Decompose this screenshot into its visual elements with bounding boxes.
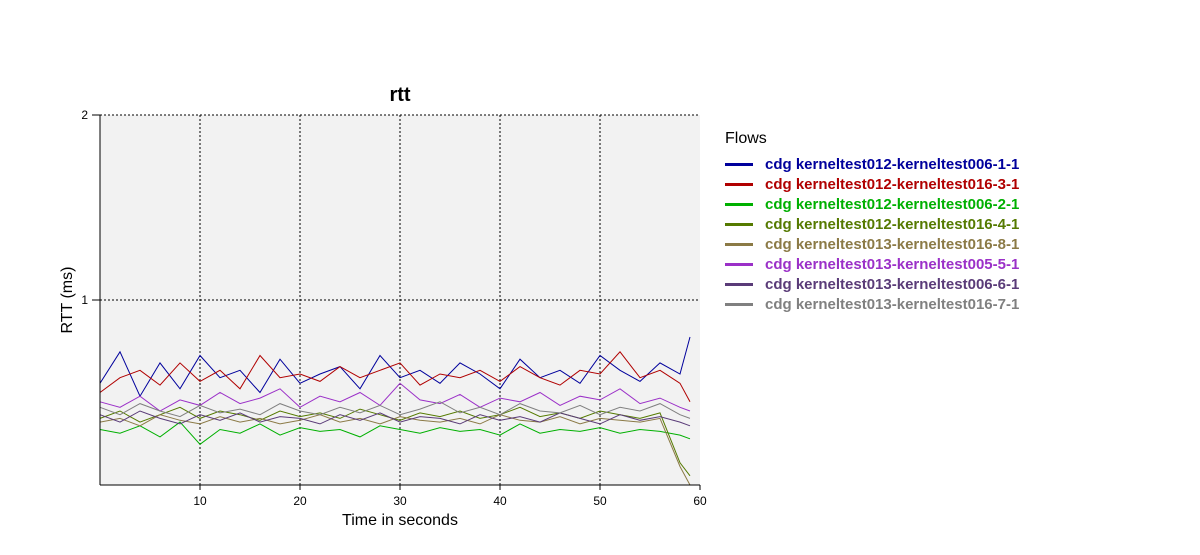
- series-line-3: [99, 421, 691, 445]
- series-line-1: [99, 336, 691, 398]
- legend-swatch: [725, 242, 753, 246]
- legend-items: cdg kerneltest012-kerneltest006-1-1 cdg k…: [725, 154, 1019, 314]
- legend-item: cdg kerneltest013-kerneltest006-6-1: [725, 274, 1019, 294]
- legend-swatch: [725, 222, 753, 226]
- x-tick-label: 40: [493, 494, 507, 508]
- series-line-4: [99, 406, 691, 477]
- legend-swatch: [725, 202, 753, 206]
- legend-swatch: [725, 282, 753, 286]
- legend-swatch: [725, 302, 753, 306]
- legend-swatch: [725, 162, 753, 166]
- series-line-2: [99, 351, 691, 403]
- chart-title: rtt: [389, 84, 410, 106]
- legend-swatch: [725, 262, 753, 266]
- legend-label: cdg kerneltest013-kerneltest006-6-1: [765, 275, 1020, 293]
- legend-label: cdg kerneltest013-kerneltest016-8-1: [765, 235, 1020, 253]
- legend-label: cdg kerneltest012-kerneltest016-3-1: [765, 175, 1020, 193]
- series-lines: [99, 336, 691, 486]
- x-tick-label: 10: [193, 494, 207, 508]
- y-tick-label: 2: [81, 108, 88, 122]
- legend-item: cdg kerneltest013-kerneltest016-7-1: [725, 294, 1019, 314]
- x-axis-label: Time in seconds: [342, 512, 458, 529]
- legend-label: cdg kerneltest012-kerneltest006-1-1: [765, 155, 1020, 173]
- legend-label: cdg kerneltest012-kerneltest016-4-1: [765, 215, 1020, 233]
- legend: Flows cdg kerneltest012-kerneltest006-1-…: [725, 130, 1019, 314]
- legend-item: cdg kerneltest012-kerneltest006-2-1: [725, 194, 1019, 214]
- legend-item: cdg kerneltest013-kerneltest016-8-1: [725, 234, 1019, 254]
- legend-label: cdg kerneltest013-kerneltest005-5-1: [765, 255, 1020, 273]
- series-line-8: [99, 401, 691, 419]
- x-tick-label: 60: [693, 494, 707, 508]
- series-line-7: [99, 410, 691, 427]
- series-line-5: [99, 414, 691, 486]
- legend-swatch: [725, 182, 753, 186]
- x-tick-label: 30: [393, 494, 407, 508]
- legend-item: cdg kerneltest012-kerneltest016-4-1: [725, 214, 1019, 234]
- y-tick-label: 1: [81, 293, 88, 307]
- legend-label: cdg kerneltest013-kerneltest016-7-1: [765, 295, 1020, 313]
- axes: 10 20 30 40 50 60 1 2: [81, 108, 707, 508]
- legend-label: cdg kerneltest012-kerneltest006-2-1: [765, 195, 1020, 213]
- grid-lines: [100, 114, 700, 485]
- legend-title: Flows: [725, 130, 767, 147]
- legend-item: cdg kerneltest013-kerneltest005-5-1: [725, 254, 1019, 274]
- legend-item: cdg kerneltest012-kerneltest006-1-1: [725, 154, 1019, 174]
- x-tick-label: 20: [293, 494, 307, 508]
- x-tick-label: 50: [593, 494, 607, 508]
- y-axis-label: RTT (ms): [59, 267, 76, 334]
- legend-item: cdg kerneltest012-kerneltest016-3-1: [725, 174, 1019, 194]
